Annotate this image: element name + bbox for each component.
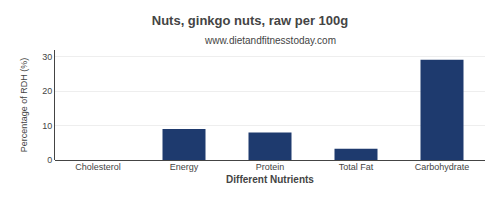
svg-text:0: 0: [47, 155, 52, 165]
svg-text:Carbohydrate: Carbohydrate: [415, 162, 470, 172]
svg-text:Different Nutrients: Different Nutrients: [226, 174, 314, 185]
svg-text:30: 30: [42, 52, 52, 62]
svg-text:Total Fat: Total Fat: [339, 162, 374, 172]
svg-text:www.dietandfitnesstoday.com: www.dietandfitnesstoday.com: [204, 35, 336, 46]
svg-text:Nuts, ginkgo nuts, raw per 100: Nuts, ginkgo nuts, raw per 100g: [152, 13, 349, 28]
svg-text:Energy: Energy: [170, 162, 199, 172]
svg-text:10: 10: [42, 121, 52, 131]
svg-text:Cholesterol: Cholesterol: [75, 162, 121, 172]
svg-text:20: 20: [42, 86, 52, 96]
svg-text:Percentage of RDH (%): Percentage of RDH (%): [19, 58, 29, 153]
svg-text:Protein: Protein: [256, 162, 285, 172]
